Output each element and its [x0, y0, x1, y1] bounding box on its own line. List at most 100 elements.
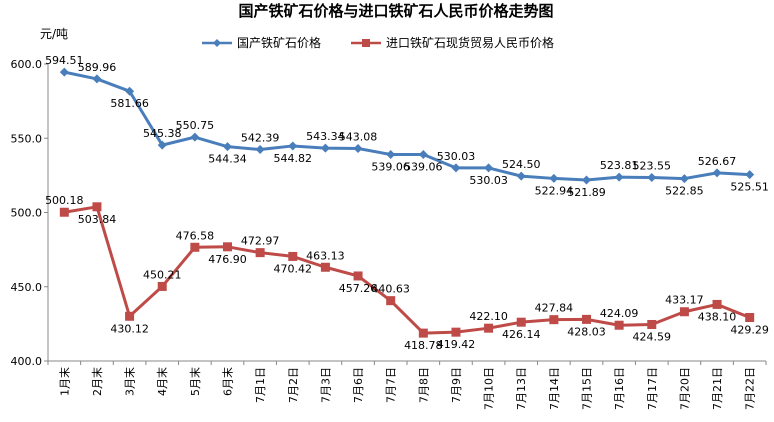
data-label: 503.84 [78, 213, 117, 226]
x-category-label: 7月7日 [385, 367, 398, 403]
x-category-label: 7月15日 [581, 367, 594, 410]
data-label: 525.51 [730, 181, 769, 194]
data-point [451, 163, 461, 173]
data-point [223, 142, 232, 152]
x-axis-ticks: 1月末 2月末 3月末 4月末 5月末 6月末 7月1日 7月2日 7月3日 7月6日 7月7日 7月… [47, 361, 767, 410]
data-point [157, 140, 167, 150]
data-point [582, 314, 591, 324]
data-label: 500.18 [45, 194, 84, 207]
x-category-label: 7月10日 [483, 367, 496, 410]
y-axis-ticks: 400.0 450.0 500.0 550.0 600.0 [11, 58, 48, 368]
data-label: 589.96 [78, 61, 117, 74]
data-point [712, 168, 722, 178]
data-label: 424.09 [600, 307, 639, 320]
data-label: 530.03 [437, 150, 476, 163]
data-point [386, 149, 396, 159]
data-point [190, 242, 200, 252]
data-label: 539.06 [371, 160, 410, 173]
y-axis-unit-label: 元/吨 [40, 27, 68, 41]
data-point [549, 315, 559, 325]
data-point [92, 74, 102, 84]
data-point [255, 248, 265, 258]
data-label: 470.42 [274, 262, 313, 275]
y-tick-label: 550.0 [11, 132, 43, 145]
data-point [288, 251, 298, 261]
data-point [92, 202, 102, 212]
legend-domestic-marker [213, 39, 221, 47]
legend: 国产铁矿石价格 进口铁矿石现货贸易人民币价格 [202, 35, 554, 50]
data-point [484, 323, 494, 333]
data-point [418, 328, 428, 338]
data-point [679, 174, 689, 184]
data-point [59, 67, 69, 77]
data-label: 422.10 [469, 310, 508, 323]
data-point [549, 173, 559, 183]
x-category-label: 3月末 [123, 367, 137, 396]
series-1: 500.18 503.84 430.12 450.21 476.58 476.90 472.… [45, 194, 769, 352]
data-point [157, 281, 167, 291]
data-label: 542.39 [241, 132, 280, 145]
data-point [614, 320, 624, 330]
data-point [386, 296, 396, 306]
data-label: 430.12 [110, 322, 149, 335]
data-label: 438.10 [698, 310, 737, 323]
data-label: 440.63 [371, 283, 410, 296]
data-label: 450.21 [143, 268, 182, 281]
data-label: 543.34 [306, 130, 345, 143]
data-label: 457.26 [339, 282, 378, 295]
data-point [125, 311, 135, 321]
data-point [484, 163, 494, 173]
data-point [190, 132, 200, 142]
legend-domestic-label: 国产铁矿石价格 [237, 35, 321, 50]
x-category-label: 2月末 [90, 367, 104, 396]
x-category-label: 7月6日 [352, 367, 365, 403]
data-label: 545.38 [143, 127, 182, 140]
x-category-label: 7月8日 [417, 367, 430, 403]
series-line [64, 70, 750, 182]
data-label: 522.94 [535, 184, 574, 197]
data-point [745, 313, 755, 323]
x-category-label: 7月9日 [450, 367, 463, 403]
data-point [223, 242, 232, 252]
data-label: 521.89 [567, 186, 606, 199]
data-label: 418.78 [404, 339, 443, 352]
data-point [712, 299, 722, 309]
y-tick-label: 450.0 [11, 281, 43, 294]
data-label: 426.14 [502, 328, 541, 341]
data-point [353, 144, 363, 154]
data-label: 550.75 [176, 119, 215, 132]
data-label: 428.03 [567, 325, 606, 338]
data-label: 476.58 [176, 229, 215, 242]
data-label: 463.13 [306, 249, 345, 262]
data-point [418, 149, 428, 159]
data-point [353, 271, 363, 281]
data-label: 427.84 [535, 302, 574, 315]
x-category-label: 7月20日 [678, 367, 691, 410]
data-label: 424.59 [633, 330, 672, 343]
data-point [255, 145, 265, 155]
data-label: 476.90 [208, 253, 247, 266]
data-point [320, 143, 330, 153]
data-label: 429.29 [730, 324, 769, 337]
x-category-label: 7月21日 [711, 367, 724, 410]
data-label: 524.50 [502, 158, 541, 171]
x-category-label: 7月16日 [613, 367, 626, 410]
data-label: 544.34 [208, 153, 247, 166]
data-label: 526.67 [698, 155, 737, 168]
legend-import-label: 进口铁矿石现货贸易人民币价格 [386, 35, 554, 50]
x-category-label: 7月2日 [287, 367, 300, 403]
data-point [582, 175, 591, 185]
data-label: 523.81 [600, 159, 639, 172]
data-point [320, 262, 330, 272]
data-label: 594.51 [45, 54, 84, 67]
data-label: 530.03 [469, 174, 508, 187]
legend-import-marker [362, 39, 370, 47]
data-point [516, 171, 526, 181]
data-label: 539.06 [404, 160, 443, 173]
series-line [64, 205, 751, 335]
data-point [647, 173, 657, 183]
data-label: 543.08 [339, 131, 378, 144]
data-label: 581.66 [110, 97, 149, 110]
